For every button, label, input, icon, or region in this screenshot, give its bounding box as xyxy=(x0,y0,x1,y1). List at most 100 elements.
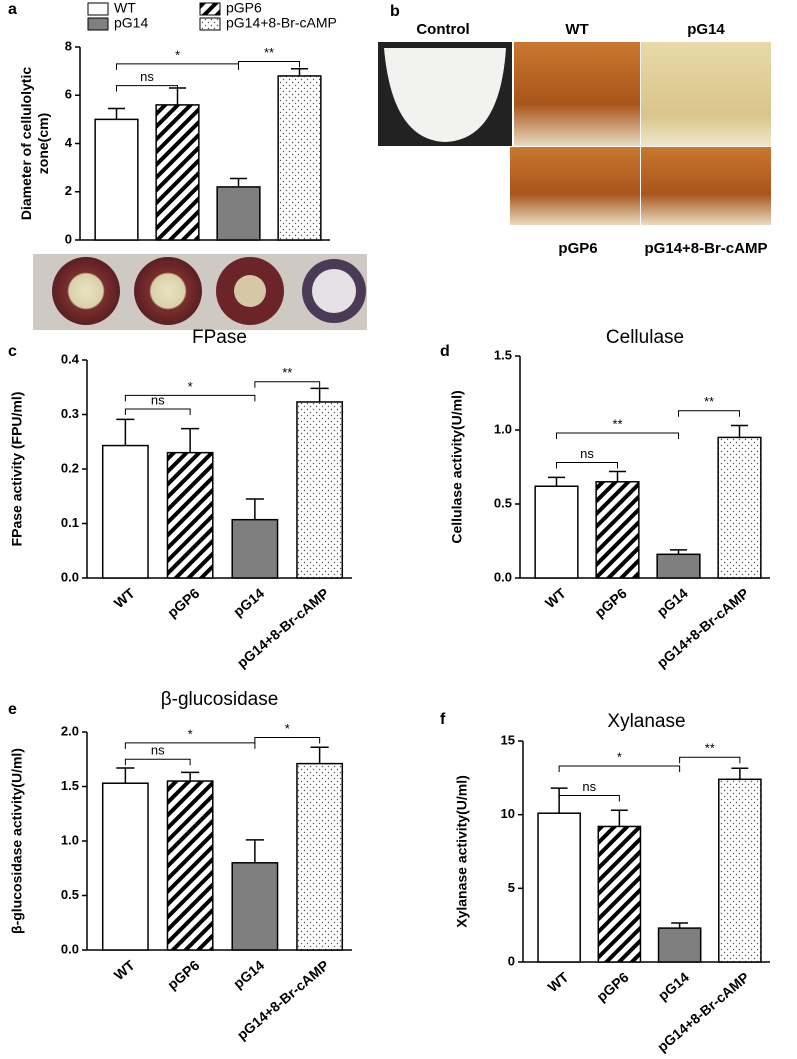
x-tick-label: pG14 xyxy=(654,585,691,620)
bar xyxy=(166,780,214,951)
y-tick-label: 0.1 xyxy=(61,515,79,530)
flask-photo xyxy=(378,42,771,225)
panel-letter: b xyxy=(390,3,400,20)
x-tick-label: pG14 xyxy=(655,969,692,1004)
significance-bracket xyxy=(558,765,681,773)
bar xyxy=(277,75,322,241)
y-axis-label: Xylanase activity(U/ml) xyxy=(454,775,470,928)
y-tick-label: 0 xyxy=(508,953,515,968)
panel-letter: c xyxy=(8,343,17,360)
bar xyxy=(657,927,702,963)
legend-label: pG14 xyxy=(114,15,148,31)
bar xyxy=(231,862,279,951)
legend-label: pG14+8-Br-cAMP xyxy=(226,15,337,31)
significance-label: ** xyxy=(705,741,715,756)
y-tick-label: 15 xyxy=(501,732,515,747)
legend-swatch xyxy=(199,2,221,16)
y-axis-label: zone(cm) xyxy=(35,113,51,174)
significance-label: * xyxy=(285,721,290,736)
y-tick-label: 0.0 xyxy=(494,569,512,584)
significance-bracket xyxy=(556,432,679,439)
photo-label: pG14+8-Br-cAMP xyxy=(645,240,768,257)
x-tick-label: pGP6 xyxy=(592,585,630,621)
panel-letter: e xyxy=(8,701,17,718)
bar xyxy=(656,553,701,579)
y-tick-label: 2 xyxy=(65,183,72,198)
significance-bracket xyxy=(254,381,321,388)
significance-bracket xyxy=(558,795,620,802)
significance-bracket xyxy=(116,63,239,70)
legend-swatch xyxy=(87,17,109,31)
legend-label: WT xyxy=(114,0,136,16)
chart-title: β-glucosidase xyxy=(161,689,279,710)
y-tick-label: 8 xyxy=(65,38,72,53)
y-axis-label: β-glucosidase activity(U/ml) xyxy=(9,748,25,934)
x-tick-label: WT xyxy=(542,585,569,612)
y-axis-label: FPase activity (FPU/ml) xyxy=(9,392,25,547)
significance-label: * xyxy=(188,379,193,394)
significance-bracket xyxy=(124,758,191,766)
bar xyxy=(296,401,344,579)
x-tick-label: WT xyxy=(111,957,138,984)
y-tick-label: 10 xyxy=(501,806,515,821)
y-tick-label: 1.5 xyxy=(61,778,79,793)
bar xyxy=(537,812,581,963)
x-tick-label: WT xyxy=(544,969,571,996)
y-tick-label: 0.3 xyxy=(61,406,79,421)
significance-label: ** xyxy=(282,365,292,380)
y-axis-label: Diameter of cellulolytic xyxy=(18,67,34,220)
significance-label: ** xyxy=(264,45,274,60)
y-tick-label: 1.0 xyxy=(61,832,79,847)
y-tick-label: 1.5 xyxy=(494,347,512,362)
significance-bracket xyxy=(678,410,740,417)
photo-label: Control xyxy=(416,21,469,38)
bar xyxy=(101,782,149,951)
significance-label: ns xyxy=(580,446,594,461)
y-tick-label: 0.5 xyxy=(61,887,79,902)
significance-bracket xyxy=(679,756,741,764)
y-tick-label: 2.0 xyxy=(61,723,79,738)
y-axis-label: Cellulase activity(U/ml) xyxy=(449,390,465,543)
y-tick-label: 0.4 xyxy=(61,351,80,366)
bar xyxy=(595,481,640,579)
y-tick-label: 0.2 xyxy=(61,460,79,475)
significance-bracket xyxy=(124,408,191,416)
significance-label: ns xyxy=(582,779,596,794)
y-tick-label: 1.0 xyxy=(494,421,512,436)
bar xyxy=(216,186,261,241)
legend-swatch xyxy=(199,17,221,31)
bar xyxy=(717,436,762,579)
bar xyxy=(597,825,642,963)
y-tick-label: 0.0 xyxy=(61,569,79,584)
y-tick-label: 5 xyxy=(508,880,515,895)
x-tick-label: pGP6 xyxy=(164,585,202,621)
bar xyxy=(231,518,279,579)
bar xyxy=(94,118,139,241)
legend-label: pGP6 xyxy=(226,0,262,16)
x-tick-label: WT xyxy=(111,585,138,612)
y-tick-label: 0 xyxy=(65,231,72,246)
bar xyxy=(534,485,579,579)
x-tick-label: pG14 xyxy=(230,957,267,992)
panel-letter: d xyxy=(440,343,450,360)
photo-label: WT xyxy=(565,21,588,38)
y-tick-label: 0.0 xyxy=(61,941,79,956)
panel-letter: f xyxy=(440,711,446,728)
bar xyxy=(718,778,762,963)
x-tick-label: pGP6 xyxy=(164,957,202,993)
y-tick-label: 0.5 xyxy=(494,495,512,510)
significance-label: * xyxy=(175,47,180,62)
x-tick-label: pG14 xyxy=(230,585,267,620)
photo-label: pGP6 xyxy=(558,240,597,257)
significance-label: ** xyxy=(612,416,622,431)
chart-title: FPase xyxy=(192,327,247,348)
chart-title: Cellulase xyxy=(606,327,684,348)
significance-label: ns xyxy=(151,743,165,758)
significance-bracket xyxy=(556,462,618,469)
significance-label: ns xyxy=(140,69,154,84)
significance-label: * xyxy=(188,726,193,741)
bar xyxy=(155,104,200,241)
bar xyxy=(296,762,344,951)
